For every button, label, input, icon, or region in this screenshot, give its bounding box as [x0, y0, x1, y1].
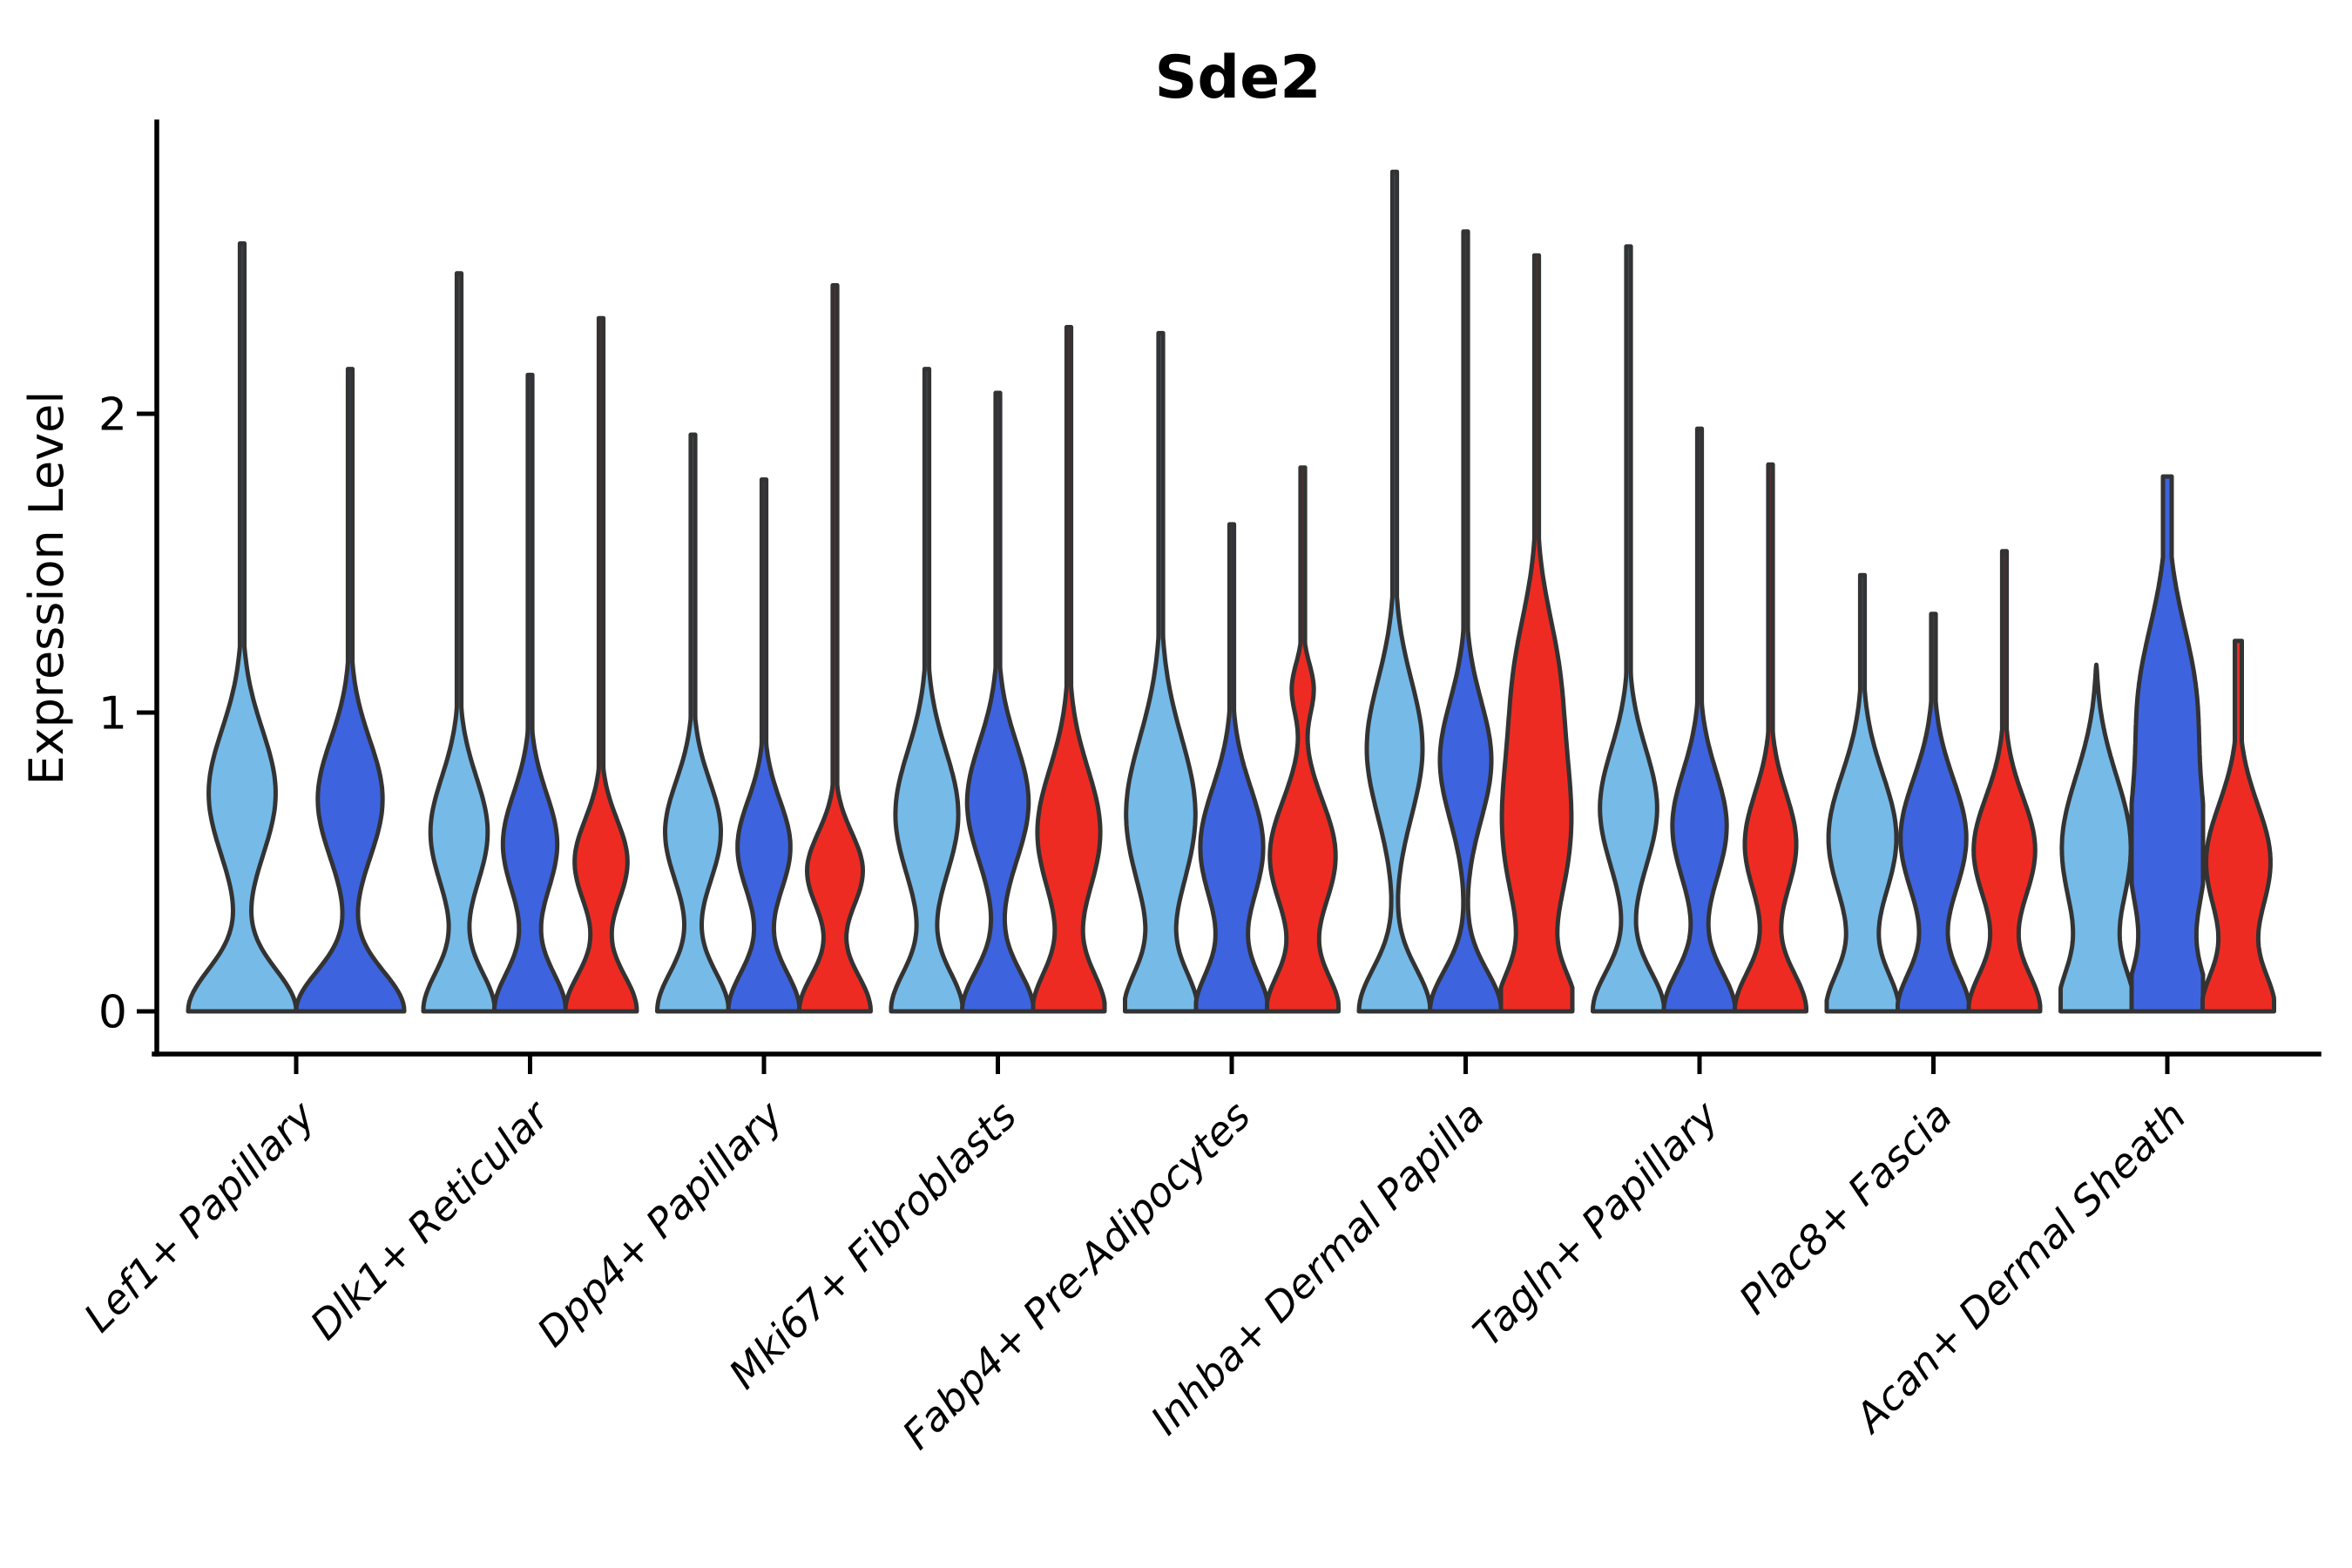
violin-plac8-fascia-dark_blue: [1896, 612, 1971, 1014]
violin-plac8-fascia-light_blue: [1824, 572, 1901, 1014]
violin-fabp4-pre-adipocytes-light_blue: [1123, 330, 1199, 1014]
plot-title: Sde2: [1154, 44, 1321, 112]
y-tick-label-1: 1: [98, 688, 127, 740]
violin-dpp4-papillary-red: [797, 283, 873, 1014]
violin-dpp4-papillary-light_blue: [655, 432, 731, 1014]
violin-acan-dermal-sheath-red: [2200, 639, 2276, 1014]
violin-dlk1-reticular-dark_blue: [492, 372, 568, 1014]
violin-tagln-papillary-light_blue: [1591, 244, 1666, 1014]
violin-tagln-papillary-red: [1733, 462, 1808, 1014]
violin-tagln-papillary-dark_blue: [1661, 426, 1738, 1014]
y-ticks: 0 1 2: [98, 389, 156, 1039]
x-ticks: [294, 1054, 2170, 1074]
violin-mki67-fibroblasts-dark_blue: [960, 390, 1036, 1014]
violin-fabp4-pre-adipocytes-dark_blue: [1193, 522, 1270, 1014]
violin-lef1-papillary-light_blue: [186, 241, 299, 1014]
violin-mki67-fibroblasts-red: [1031, 325, 1107, 1014]
violin-dlk1-reticular-red: [563, 315, 639, 1014]
violin-lef1-papillary-dark_blue: [294, 367, 407, 1014]
violins: [186, 169, 2276, 1014]
violin-dpp4-papillary-dark_blue: [726, 477, 802, 1014]
violin-acan-dermal-sheath-light_blue: [2058, 662, 2134, 1014]
violin-dlk1-reticular-light_blue: [421, 271, 497, 1014]
violin-inhba-dermal-papilla-red: [1498, 253, 1575, 1014]
violin-inhba-dermal-papilla-dark_blue: [1428, 229, 1504, 1014]
violin-plac8-fascia-red: [1966, 549, 2043, 1014]
y-axis-label: Expression Level: [19, 391, 74, 786]
violin-acan-dermal-sheath-dark_blue: [2129, 474, 2206, 1014]
violin-inhba-dermal-papilla-light_blue: [1356, 169, 1433, 1014]
y-tick-label-0: 0: [98, 987, 127, 1039]
violin-fabp4-pre-adipocytes-red: [1265, 465, 1341, 1014]
y-tick-label-2: 2: [98, 389, 127, 442]
violin-mki67-fibroblasts-light_blue: [889, 367, 965, 1014]
